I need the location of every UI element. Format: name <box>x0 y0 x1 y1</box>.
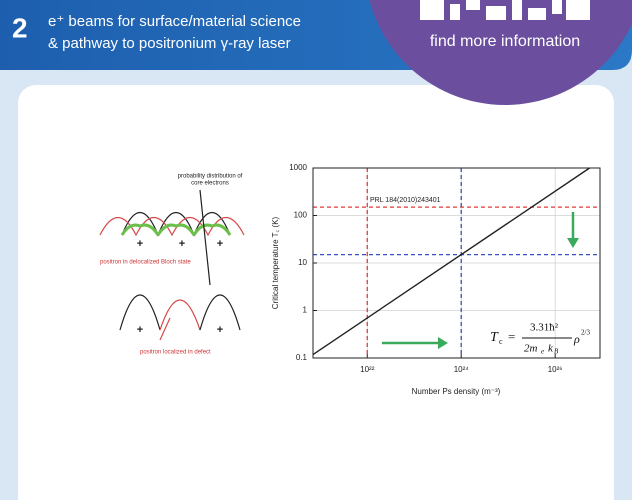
y-tick-label: 0.1 <box>296 353 308 362</box>
plot-frame <box>312 167 601 359</box>
ion: + <box>217 238 223 250</box>
ion: + <box>137 238 143 250</box>
section-number: 2 <box>12 12 28 43</box>
svg-text:e: e <box>541 348 544 356</box>
y-tick-label: 100 <box>294 211 308 220</box>
diagram-label: positron localized in defect <box>140 350 211 356</box>
title-line: & pathway to positronium γ-ray laser <box>48 35 291 52</box>
title-line: e⁺ beams for surface/material science <box>48 13 301 30</box>
arrow <box>382 212 579 349</box>
y-tick-label: 10 <box>298 258 307 267</box>
svg-text:B: B <box>554 348 559 356</box>
x-axis-label: Number Ps density (m⁻³) <box>412 387 501 396</box>
svg-text:3.31ħ²: 3.31ħ² <box>530 322 559 334</box>
y-axis-label: Critical temperature T꜀ (K) <box>271 216 280 309</box>
link[interactable]: find more information <box>430 33 580 50</box>
svg-text:c: c <box>499 337 503 346</box>
svg-text:=: = <box>508 329 515 344</box>
svg-text:k: k <box>548 343 554 355</box>
svg-text:ρ: ρ <box>573 332 580 346</box>
svg-text:2m: 2m <box>524 343 538 355</box>
data-line <box>312 167 590 356</box>
y-tick-label: 1000 <box>289 163 307 172</box>
svg-text:2/3: 2/3 <box>581 329 590 337</box>
qr-badge[interactable] <box>365 0 632 105</box>
diagram-label: probability distribution of <box>178 174 243 180</box>
qr-code <box>420 0 590 20</box>
diagram-label: positron in delocalized Bloch state <box>100 260 191 266</box>
svg-text:T: T <box>490 330 499 345</box>
x-tick-label: 10²² <box>360 365 375 374</box>
x-tick-label: 10²⁶ <box>548 365 563 374</box>
equation: T c = 3.31ħ² 2m e k B ρ 2/3 <box>490 322 590 356</box>
diagram-label: core electrons <box>191 181 229 187</box>
ion: + <box>217 324 223 336</box>
wave-diagram <box>99 189 245 341</box>
y-tick-label: 1 <box>303 306 308 315</box>
annotation: PRL 184(2010)243401 <box>370 197 441 204</box>
ion: + <box>137 324 143 336</box>
ion: + <box>179 238 185 250</box>
x-tick-label: 10²⁴ <box>454 365 470 374</box>
